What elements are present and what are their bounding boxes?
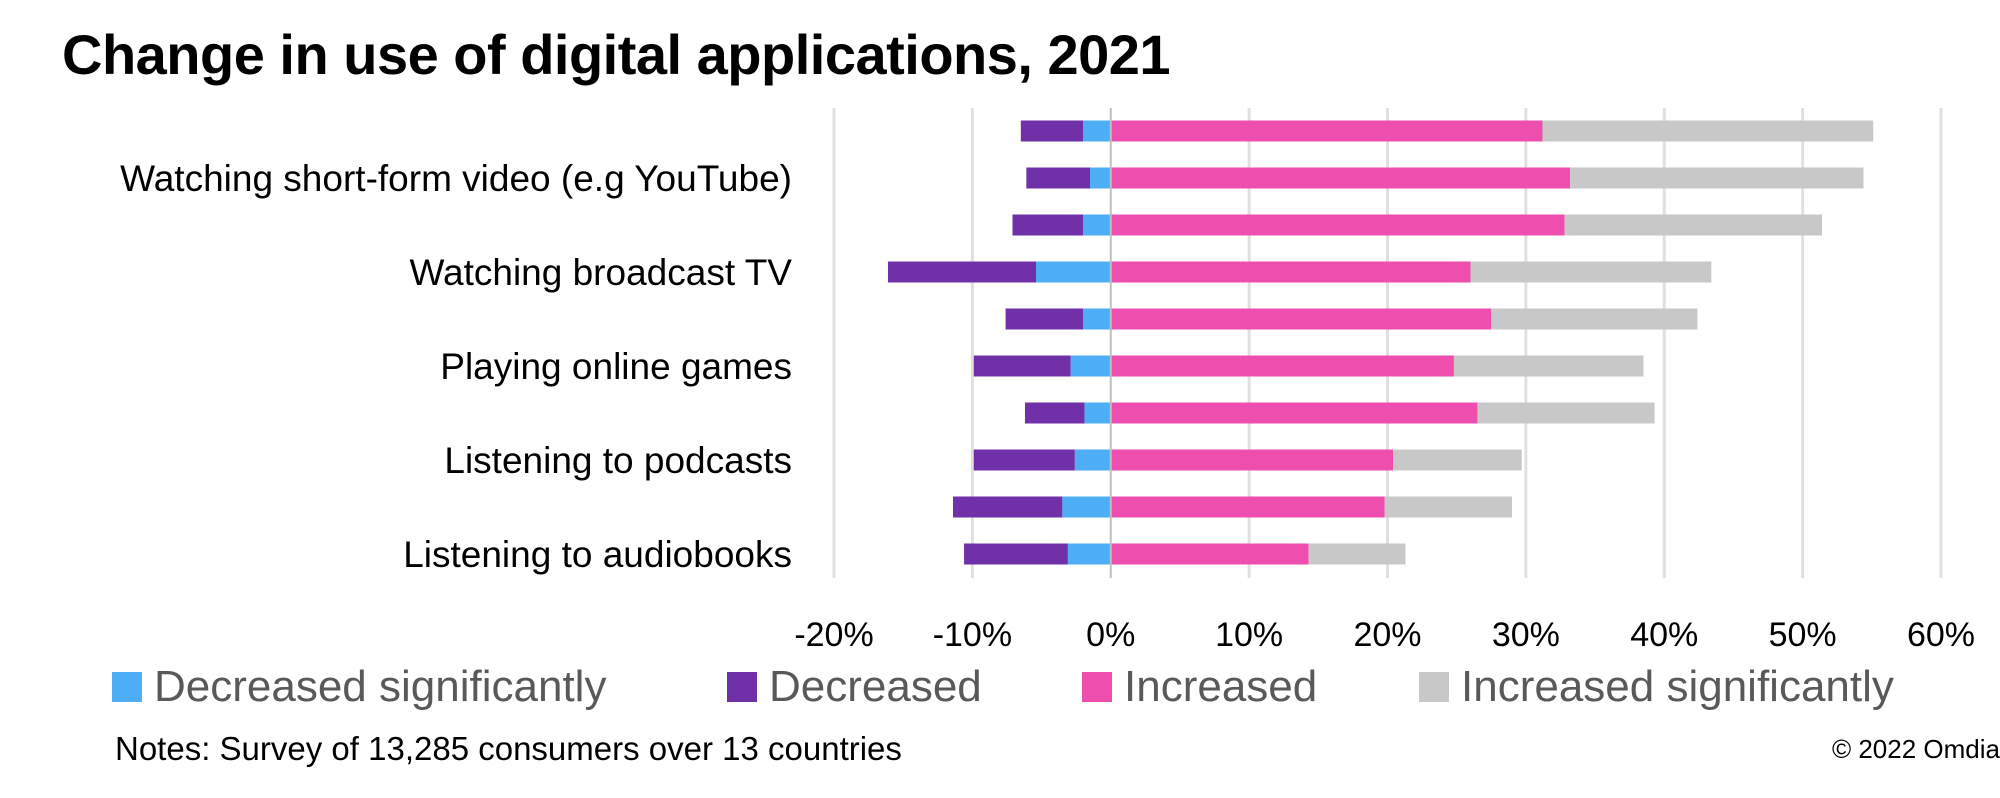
legend-swatch xyxy=(1419,672,1449,702)
legend-swatch xyxy=(112,672,142,702)
legend-label: Decreased xyxy=(769,662,982,711)
category-label: Watching broadcast TV xyxy=(409,252,792,293)
bar-segment[interactable] xyxy=(1491,308,1698,330)
legend-item-increased-significantly[interactable]: Increased significantly xyxy=(1419,662,1894,712)
bar-segment[interactable] xyxy=(1453,355,1644,377)
bar-segment[interactable] xyxy=(1110,402,1478,424)
bar-segment[interactable] xyxy=(1026,167,1090,189)
x-tick-label: 60% xyxy=(1907,616,1975,654)
bar-segment[interactable] xyxy=(1083,308,1111,330)
bar-segment[interactable] xyxy=(1110,308,1492,330)
bar-segment[interactable] xyxy=(1110,120,1543,142)
legend-label: Increased xyxy=(1124,662,1318,711)
category-label: Listening to audiobooks xyxy=(403,534,792,575)
x-tick-label: -10% xyxy=(933,616,1012,654)
category-labels: Watching short-form video (e.g YouTube) W… xyxy=(120,158,792,575)
legend-label: Increased significantly xyxy=(1461,662,1894,711)
bar-segment[interactable] xyxy=(1542,120,1874,142)
x-tick-label: 30% xyxy=(1492,616,1560,654)
bar-segment[interactable] xyxy=(1083,120,1111,142)
bar-segment[interactable] xyxy=(1083,214,1111,236)
bar-segment[interactable] xyxy=(1036,261,1111,283)
legend-item-decreased[interactable]: Decreased xyxy=(727,662,982,712)
bar-segment[interactable] xyxy=(1470,261,1712,283)
legend-item-decreased-significantly[interactable]: Decreased significantly xyxy=(112,662,606,712)
bar-segment[interactable] xyxy=(1110,449,1394,471)
bar-segment[interactable] xyxy=(1012,214,1084,236)
bar-segment[interactable] xyxy=(1074,449,1111,471)
bar-segment[interactable] xyxy=(1570,167,1864,189)
bar-segment[interactable] xyxy=(1070,355,1111,377)
legend-item-increased[interactable]: Increased xyxy=(1082,662,1317,712)
bar-segment[interactable] xyxy=(1308,543,1406,565)
bar-segment[interactable] xyxy=(887,261,1037,283)
x-tick-label: 20% xyxy=(1353,616,1421,654)
chart-legend: Decreased significantly Decreased Increa… xyxy=(112,662,1992,722)
bar-segment[interactable] xyxy=(973,355,1071,377)
bar-segment[interactable] xyxy=(1110,496,1385,518)
bar-segment[interactable] xyxy=(1393,449,1522,471)
bar-series xyxy=(887,120,1874,565)
legend-label: Decreased significantly xyxy=(154,662,607,711)
legend-swatch xyxy=(727,672,757,702)
x-tick-label: 10% xyxy=(1215,616,1283,654)
x-tick-label: 0% xyxy=(1086,616,1135,654)
bar-segment[interactable] xyxy=(1384,496,1513,518)
bar-segment[interactable] xyxy=(1110,261,1471,283)
x-tick-label: -20% xyxy=(794,616,873,654)
bar-segment[interactable] xyxy=(964,543,1068,565)
x-tick-label: 50% xyxy=(1769,616,1837,654)
legend-swatch xyxy=(1082,672,1112,702)
bar-segment[interactable] xyxy=(973,449,1075,471)
category-label: Listening to podcasts xyxy=(444,440,792,481)
bar-segment[interactable] xyxy=(1110,167,1571,189)
bar-segment[interactable] xyxy=(1110,543,1309,565)
bar-segment[interactable] xyxy=(1564,214,1822,236)
category-label: Watching short-form video (e.g YouTube) xyxy=(120,158,792,199)
bar-segment[interactable] xyxy=(1067,543,1111,565)
category-label: Playing online games xyxy=(440,346,792,387)
bar-segment[interactable] xyxy=(1024,402,1085,424)
x-tick-labels: -20% -10% 0% 10% 20% 30% 40% 50% 60% xyxy=(794,616,1975,654)
bar-segment[interactable] xyxy=(1110,214,1565,236)
chart-title: Change in use of digital applications, 2… xyxy=(62,23,1171,86)
x-tick-label: 40% xyxy=(1630,616,1698,654)
bar-segment[interactable] xyxy=(1005,308,1084,330)
chart-notes: Notes: Survey of 13,285 consumers over 1… xyxy=(115,730,902,767)
bar-segment[interactable] xyxy=(1020,120,1084,142)
copyright-notice: © 2022 Omdia xyxy=(1831,734,2000,764)
bar-segment[interactable] xyxy=(1089,167,1111,189)
bar-segment[interactable] xyxy=(953,496,1063,518)
bar-segment[interactable] xyxy=(1084,402,1111,424)
bar-segment[interactable] xyxy=(1477,402,1655,424)
bar-segment[interactable] xyxy=(1110,355,1454,377)
bar-segment[interactable] xyxy=(1062,496,1111,518)
